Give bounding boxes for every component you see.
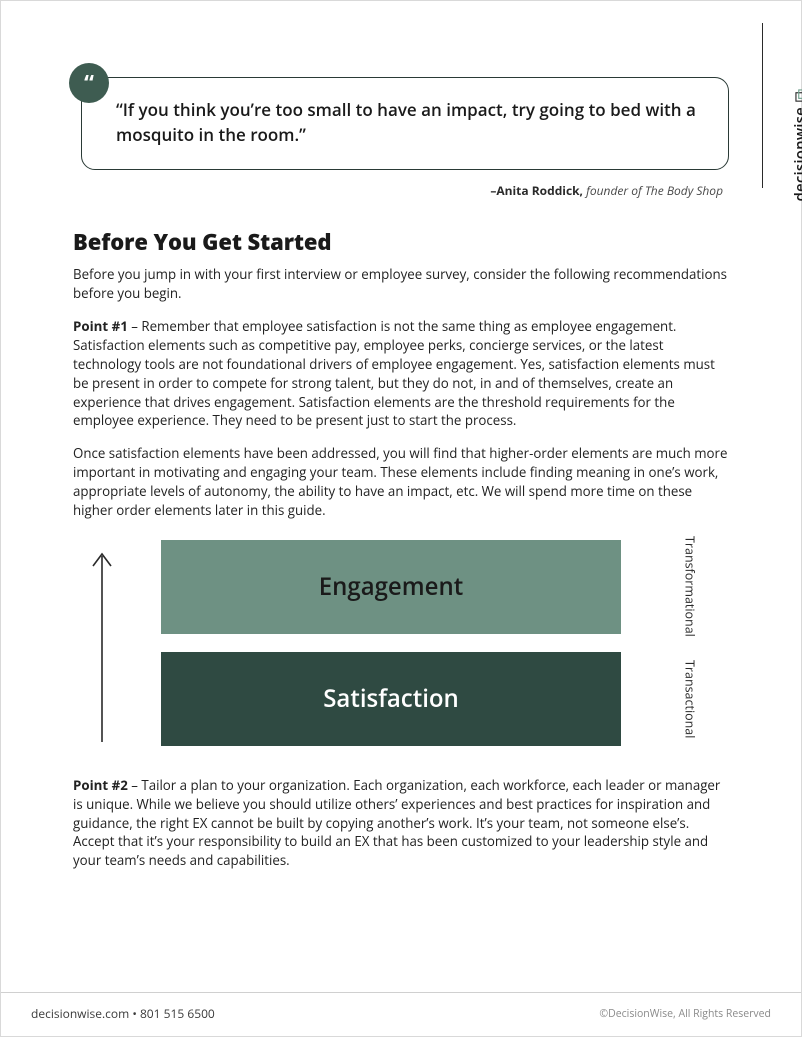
section-intro: Before you jump in with your first inter… (73, 265, 729, 303)
quote-author: –Anita Roddick, (490, 182, 583, 199)
quote-text: “If you think you’re too small to have a… (116, 98, 700, 147)
engagement-label: Engagement (319, 570, 463, 603)
brand-logo-icon (794, 89, 802, 103)
document-page: decisionwise “ “If you think you’re too … (0, 0, 802, 1037)
quote-block: “ “If you think you’re too small to have… (73, 77, 729, 199)
point-1-body: – Remember that employee satisfaction is… (73, 317, 715, 429)
page-footer: decisionwise.com • 801 515 6500 ©Decisio… (1, 992, 801, 1036)
point-2-lead: Point #2 (73, 776, 128, 794)
transformational-label: Transformational (681, 540, 699, 634)
engagement-diagram: Engagement Transformational Satisfaction… (131, 534, 671, 754)
vertical-rule (762, 23, 763, 188)
point-1: Point #1 – Remember that employee satisf… (73, 317, 729, 430)
quote-glyph: “ (84, 68, 94, 98)
point-1-lead: Point #1 (73, 317, 128, 335)
quote-box: “If you think you’re too small to have a… (81, 77, 729, 170)
engagement-bar: Engagement (161, 540, 621, 634)
satisfaction-bar: Satisfaction (161, 652, 621, 746)
quote-icon: “ (69, 63, 109, 103)
point-1-followup: Once satisfaction elements have been add… (73, 444, 729, 520)
point-2-body: – Tailor a plan to your organization. Ea… (73, 776, 720, 870)
quote-author-role: founder of The Body Shop (586, 182, 723, 199)
transactional-label: Transactional (681, 652, 699, 746)
quote-attribution: –Anita Roddick, founder of The Body Shop (73, 182, 723, 199)
section-heading: Before You Get Started (73, 227, 729, 257)
footer-copyright: ©DecisionWise, All Rights Reserved (599, 1007, 771, 1021)
footer-contact: decisionwise.com • 801 515 6500 (31, 1005, 215, 1022)
satisfaction-label: Satisfaction (323, 682, 459, 715)
brand-mark: decisionwise (791, 89, 802, 202)
brand-name: decisionwise (791, 107, 802, 202)
up-arrow-icon (87, 544, 117, 744)
point-2: Point #2 – Tailor a plan to your organiz… (73, 776, 729, 870)
